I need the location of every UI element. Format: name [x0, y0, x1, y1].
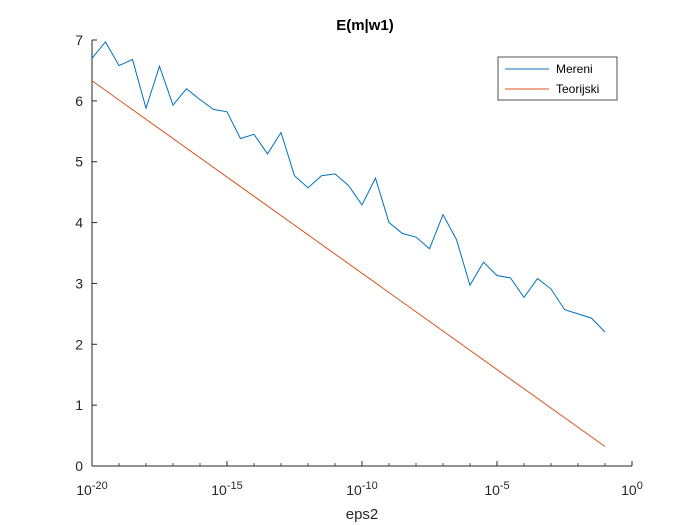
x-tick-label: 10-10 — [346, 480, 377, 498]
y-tick-label: 2 — [75, 336, 83, 352]
ticks-layer: 0 1 2 3 4 5 6 7 10-20 10-15 10-10 10-5 100 — [75, 32, 643, 498]
legend-box — [497, 56, 618, 101]
y-tick-label: 6 — [75, 93, 83, 109]
y-tick-label: 4 — [75, 215, 83, 231]
legend-label-mereni: Mereni — [556, 62, 593, 76]
series-line-teorijski — [91, 80, 606, 447]
chart-title: E(m|w1) — [336, 17, 394, 34]
series-line-mereni — [91, 40, 606, 333]
x-tick-label: 100 — [621, 480, 643, 498]
x-tick-label: 10-5 — [484, 480, 509, 498]
legend: Mereni Teorijski — [497, 56, 618, 101]
y-tick-label: 1 — [75, 397, 83, 413]
y-tick-label: 3 — [75, 275, 83, 291]
x-tick-label: 10-15 — [211, 480, 242, 498]
y-tick-label: 0 — [75, 458, 83, 474]
legend-label-teorijski: Teorijski — [556, 82, 599, 96]
x-axis-label: eps2 — [346, 506, 379, 523]
series-layer — [91, 40, 606, 447]
x-tick-label: 10-20 — [76, 480, 107, 498]
plot-area: 0 1 2 3 4 5 6 7 10-20 10-15 10-10 10-5 100 — [75, 32, 643, 498]
y-tick-label: 5 — [75, 154, 83, 170]
y-tick-label: 7 — [75, 32, 83, 48]
